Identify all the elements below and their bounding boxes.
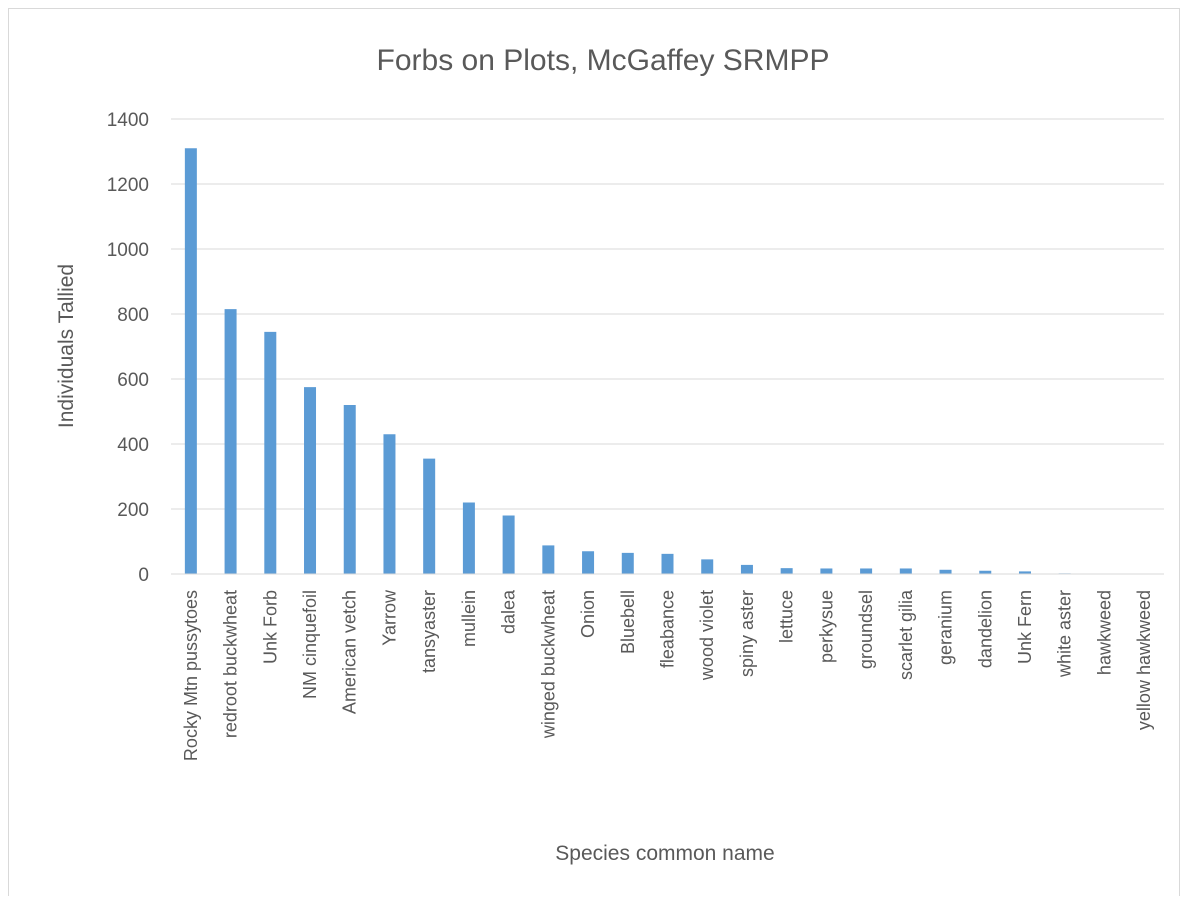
- category-label: hawkweed: [1094, 590, 1114, 675]
- chart-frame: Forbs on Plots, McGaffey SRMPP 0 200 400 60…: [8, 8, 1180, 896]
- bar: [1018, 571, 1031, 574]
- y-tick-label: 800: [117, 305, 149, 326]
- bar: [740, 564, 753, 574]
- category-label: groundsel: [856, 590, 876, 669]
- category-label: dalea: [499, 589, 519, 634]
- y-tick-label: 600: [117, 370, 149, 391]
- category-label: geranium: [936, 590, 956, 665]
- y-tick-label: 1200: [107, 175, 149, 196]
- bar: [462, 502, 475, 574]
- category-label: American vetch: [340, 590, 360, 714]
- y-tick-label: 200: [117, 500, 149, 521]
- category-label: Unk Forb: [260, 590, 280, 664]
- bar: [184, 148, 197, 574]
- category-label: redroot buckwheat: [221, 590, 241, 738]
- gridlines: [171, 118, 1164, 510]
- category-label: tansyaster: [419, 590, 439, 673]
- category-label: NM cinquefoil: [300, 590, 320, 699]
- bar: [582, 551, 595, 574]
- x-axis-title: Species common name: [555, 842, 774, 865]
- bar: [383, 434, 396, 574]
- category-label: fleabance: [658, 590, 678, 668]
- category-label: Bluebell: [618, 590, 638, 654]
- category-label: dandelion: [975, 590, 995, 668]
- bar: [820, 568, 833, 574]
- category-label: Yarrow: [379, 589, 399, 646]
- bar: [939, 569, 952, 574]
- category-label: yellow hawkweed: [1134, 590, 1154, 730]
- bar: [899, 568, 912, 574]
- bar: [264, 331, 277, 574]
- y-axis-ticks: 0 200 400 600 800 1000 1200 1400: [107, 110, 149, 586]
- category-label: winged buckwheat: [538, 590, 558, 739]
- category-label: lettuce: [777, 590, 797, 643]
- category-labels: Rocky Mtn pussytoes redroot buckwheat Unk …: [181, 589, 1154, 761]
- y-axis-title: Individuals Tallied: [55, 264, 78, 428]
- bar: [621, 552, 634, 574]
- y-tick-label: 1000: [107, 240, 149, 261]
- chart-title: Forbs on Plots, McGaffey SRMPP: [377, 44, 830, 77]
- bar-chart: Forbs on Plots, McGaffey SRMPP 0 200 400 60…: [55, 44, 1164, 865]
- category-label: Onion: [578, 590, 598, 638]
- bar: [701, 559, 714, 574]
- category-label: white aster: [1055, 590, 1075, 678]
- category-label: wood violet: [697, 590, 717, 681]
- bar: [780, 568, 793, 574]
- bar: [979, 570, 992, 574]
- bar: [860, 568, 873, 574]
- bar: [661, 553, 674, 574]
- bar: [304, 387, 317, 574]
- category-label: Unk Fern: [1015, 590, 1035, 664]
- bar: [502, 515, 515, 574]
- y-tick-label: 400: [117, 435, 149, 456]
- bar: [423, 458, 436, 574]
- bar: [343, 405, 356, 574]
- bar: [224, 309, 237, 574]
- category-label: mullein: [459, 590, 479, 647]
- y-tick-label: 1400: [107, 110, 149, 131]
- bars: [184, 148, 1151, 574]
- bar: [542, 545, 555, 574]
- category-label: Rocky Mtn pussytoes: [181, 590, 201, 761]
- category-label: perkysue: [816, 590, 836, 663]
- category-label: spiny aster: [737, 590, 757, 677]
- category-label: scarlet gilia: [896, 589, 916, 680]
- y-tick-label: 0: [138, 565, 149, 586]
